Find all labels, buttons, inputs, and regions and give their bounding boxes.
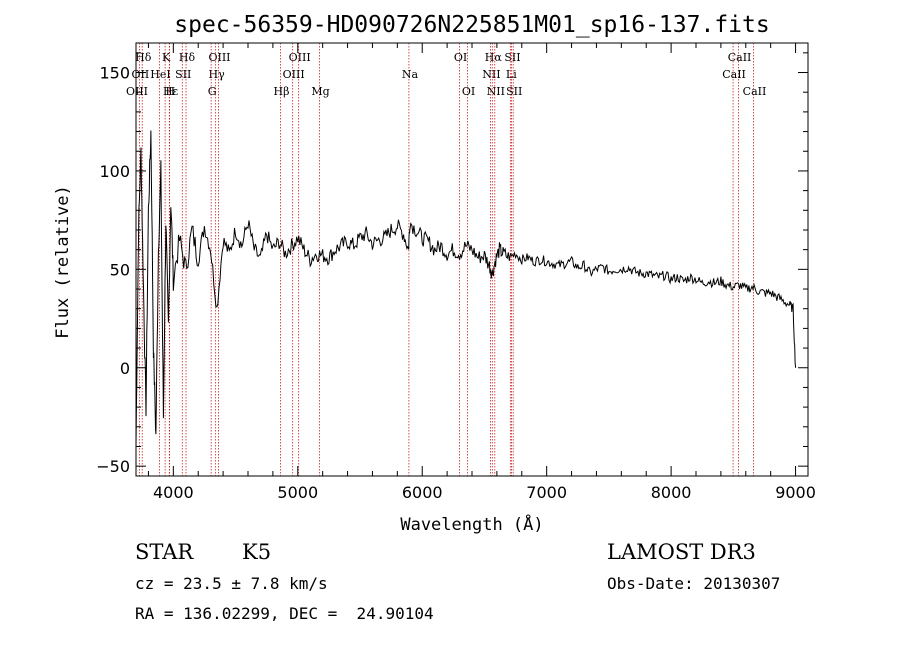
line-marker-label: OIII <box>289 51 311 64</box>
line-marker-label: Hγ <box>209 68 226 81</box>
line-marker-label: Li <box>506 68 517 81</box>
y-tick-label: 0 <box>120 359 130 378</box>
line-marker-label: OI <box>462 85 475 98</box>
ra-dec-coordinates: RA = 136.02299, DEC = 24.90104 <box>135 604 434 623</box>
y-tick-label: 50 <box>110 260 130 279</box>
line-marker-label: K <box>162 51 171 64</box>
y-tick-label: −50 <box>96 457 130 476</box>
line-marker-label: OIII <box>126 85 148 98</box>
x-tick-label: 7000 <box>526 483 567 502</box>
line-marker-label: G <box>208 85 217 98</box>
line-marker-label: SII <box>506 85 522 98</box>
line-marker-label: NII <box>482 68 500 81</box>
line-marker-label: Hβ <box>274 85 290 98</box>
object-class: STAR <box>135 540 194 564</box>
line-marker-label: Hε <box>163 85 179 98</box>
line-marker-label: SII <box>504 51 520 64</box>
x-tick-label: 6000 <box>402 483 443 502</box>
line-marker-label: Mg <box>311 85 329 98</box>
axes: 4000 5000 6000 7000 8000 9000 −50 0 50 100 150 <box>96 42 816 502</box>
line-marker-label: OIII <box>283 68 305 81</box>
line-marker-label: OI <box>454 51 467 64</box>
line-marker-label: CaII <box>728 51 752 64</box>
line-marker-label: NII <box>487 85 505 98</box>
y-axis-label: Flux (relative) <box>53 185 73 339</box>
spectrum-line <box>135 130 797 447</box>
line-marker-label: OIII <box>208 51 230 64</box>
observation-date: Obs-Date: 20130307 <box>607 574 781 593</box>
line-marker-label: HeI <box>150 68 170 81</box>
y-tick-label: 100 <box>99 162 130 181</box>
x-tick-label: 4000 <box>153 483 194 502</box>
x-tick-label: 9000 <box>775 483 816 502</box>
chart-title: spec-56359-HD090726N225851M01_sp16-137.f… <box>174 12 769 38</box>
x-tick-label: 8000 <box>651 483 692 502</box>
redshift-value: cz = 23.5 ± 7.8 km/s <box>135 574 328 593</box>
line-marker-label: SII <box>175 68 191 81</box>
line-marker-label: Hδ <box>135 51 152 64</box>
plot-frame <box>135 42 809 477</box>
spectrum-series <box>135 130 797 447</box>
spectral-subclass: K5 <box>242 540 272 564</box>
x-tick-label: 5000 <box>277 483 318 502</box>
survey-name: LAMOST DR3 <box>607 540 756 564</box>
x-axis-label: Wavelength (Å) <box>400 513 543 535</box>
line-marker-label: Hδ <box>179 51 196 64</box>
line-marker-label: H <box>166 85 176 98</box>
y-tick-label: 150 <box>99 64 130 83</box>
line-marker-label: CaII <box>722 68 746 81</box>
line-marker-label: OII <box>132 68 150 81</box>
line-marker-label: CaII <box>743 85 767 98</box>
line-marker-label: Na <box>402 68 419 81</box>
line-marker-label: Hα <box>485 51 503 64</box>
